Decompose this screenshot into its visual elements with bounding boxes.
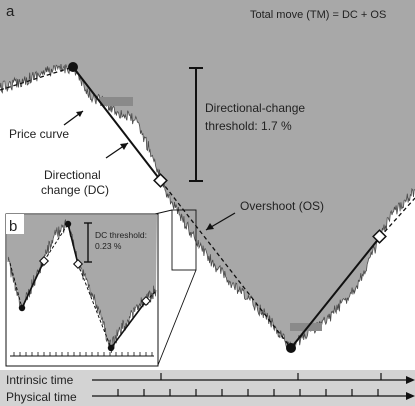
- inset-threshold-line1: DC threshold:: [95, 230, 147, 240]
- inset-diamond-2: [72, 258, 84, 270]
- overshoot-band-top: [100, 97, 133, 106]
- directional-change-line-down: [72, 66, 162, 182]
- dashed-segment-overshoot: [160, 180, 292, 349]
- inset-area-fill: [7, 215, 157, 353]
- panel-a-letter: a: [6, 3, 15, 20]
- dc-point-up: [372, 229, 387, 244]
- dc-point-down: [153, 173, 168, 188]
- physical-time-axis: [92, 389, 415, 400]
- threshold-label-line1: Directional-change: [205, 101, 305, 115]
- timeline-band: [0, 370, 415, 406]
- inset-threshold-bracket: [84, 222, 92, 263]
- inset-point-1: [18, 304, 26, 312]
- directional-change-line-up: [290, 236, 381, 349]
- inset-point-3: [107, 344, 115, 352]
- overshoot-label: Overshoot (OS): [240, 199, 324, 213]
- intrinsic-time-axis: [92, 373, 415, 384]
- inset-diamond-1: [38, 255, 50, 267]
- header-text: Total move (TM) = DC + OS: [250, 9, 386, 21]
- inset-panel-b: b DC threshold: 0.23 %: [5, 213, 159, 367]
- dc-label-line2: change (DC): [41, 183, 109, 197]
- inset-dc-line-3: [110, 300, 147, 349]
- threshold-bracket: [189, 67, 203, 182]
- intrinsic-time-label: Intrinsic time: [6, 373, 74, 387]
- inset-threshold-line2: 0.23 %: [95, 241, 122, 251]
- price-curve-label: Price curve: [9, 127, 69, 141]
- dashed-segment-left: [0, 66, 74, 91]
- dashed-segment-right: [379, 197, 415, 238]
- inset-dc-line-2: [67, 223, 79, 265]
- inset-dashed-1: [9, 262, 23, 309]
- inset-dashed-3: [77, 263, 112, 349]
- inset-dashed-2: [43, 223, 69, 262]
- inset-timeline-ticks: [13, 352, 153, 356]
- inset-letter-bg: [6, 214, 24, 234]
- inset-diamond-3: [140, 295, 152, 307]
- inset-point-2: [64, 220, 72, 228]
- peak-point: [68, 62, 78, 72]
- physical-time-label: Physical time: [6, 390, 77, 404]
- dc-label-line1: Directional: [44, 168, 101, 182]
- zoom-guides: [154, 209, 197, 366]
- threshold-label-line2: threshold: 1.7 %: [205, 119, 292, 133]
- inset-dc-line-1: [21, 260, 45, 309]
- trough-point: [286, 343, 296, 353]
- overshoot-band-bottom: [290, 323, 322, 331]
- label-arrows: [63, 110, 236, 231]
- price-area-fill: [0, 0, 415, 349]
- panel-b-letter: b: [9, 218, 17, 235]
